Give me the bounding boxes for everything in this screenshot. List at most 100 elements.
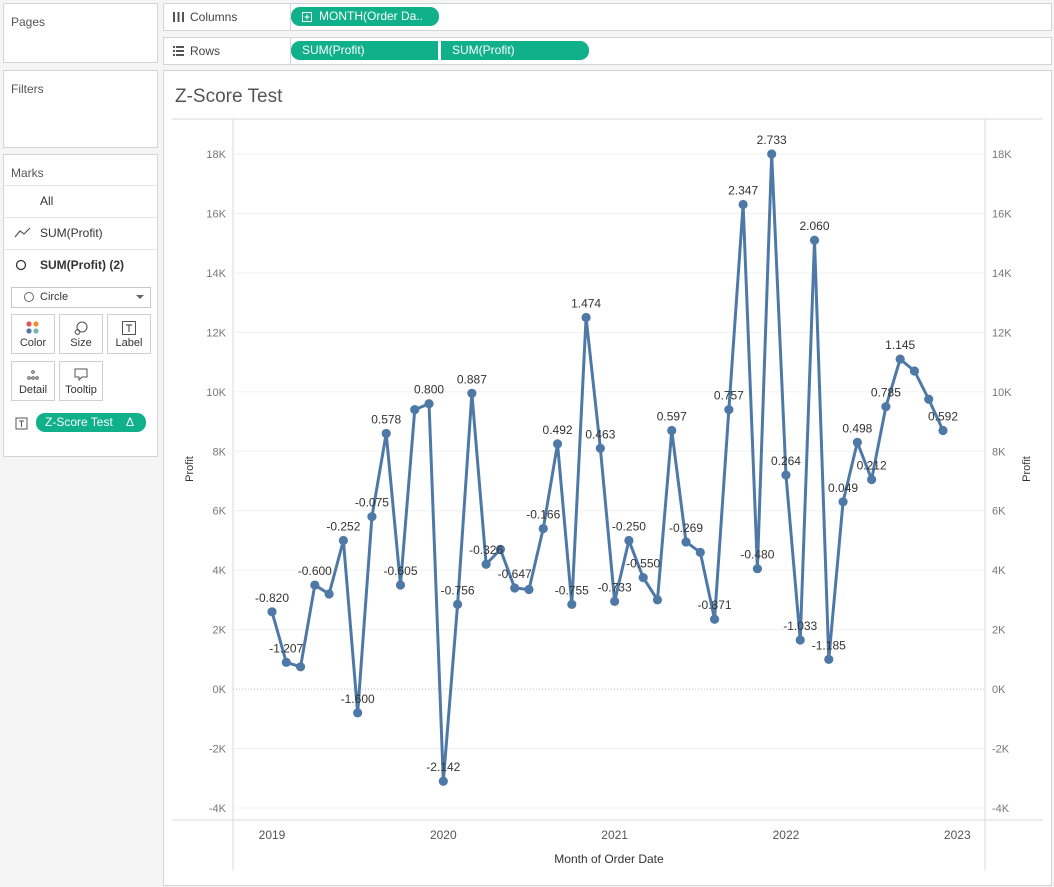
- columns-shelf[interactable]: Columns MONTH(Order Da..: [163, 3, 1052, 31]
- zscore-label: -0.871: [698, 598, 732, 612]
- chart-canvas[interactable]: 18K 18K 16K 16K 14K 14K 12K 12K 10K 10K 8K 8K 6K 6K 4K…: [164, 71, 1051, 885]
- data-point: [281, 657, 291, 667]
- data-point: [595, 443, 605, 453]
- zscore-field-pill[interactable]: Z-Score Test Δ: [36, 413, 146, 432]
- data-point: [709, 614, 720, 624]
- marks-layer1-label: SUM(Profit): [40, 226, 103, 240]
- marks-layer1-tab[interactable]: SUM(Profit): [4, 217, 157, 249]
- rows-pill2-label: SUM(Profit): [452, 43, 515, 57]
- detail-card[interactable]: Detail: [11, 361, 55, 401]
- text-label-icon: [122, 321, 136, 335]
- month-order-date-pill[interactable]: MONTH(Order Da..: [291, 7, 439, 26]
- filters-shelf[interactable]: Filters: [3, 70, 158, 148]
- y-tick-left: 4K: [213, 565, 227, 577]
- y-tick-left: 6K: [213, 506, 227, 518]
- data-point: [367, 512, 377, 522]
- marks-layer2-tab[interactable]: SUM(Profit) (2): [4, 249, 157, 281]
- y-tick-left: 12K: [206, 327, 226, 339]
- data-point: [381, 428, 391, 439]
- data-point: [695, 547, 705, 557]
- columns-icon: [173, 12, 184, 22]
- data-point: [310, 580, 320, 590]
- color-icon: [26, 321, 39, 334]
- color-card[interactable]: Color: [11, 314, 55, 354]
- data-point: [852, 437, 862, 447]
- y-axis-title-left: Profit: [184, 456, 196, 482]
- pages-title: Pages: [11, 15, 46, 29]
- zscore-label: -0.755: [555, 583, 589, 597]
- marks-title: Marks: [11, 166, 44, 180]
- rows-pill1-label: SUM(Profit): [302, 43, 365, 57]
- mark-type-value: Circle: [40, 291, 69, 303]
- mark-type-dropdown[interactable]: Circle: [11, 287, 151, 308]
- zscore-label: -0.820: [255, 591, 289, 605]
- zscore-label: -0.647: [498, 567, 532, 581]
- zscore-label: -1.033: [783, 619, 817, 633]
- data-point: [767, 149, 777, 159]
- tooltip-card[interactable]: Tooltip: [59, 361, 103, 401]
- data-point: [881, 402, 891, 412]
- zscore-label: 0.887: [457, 372, 487, 386]
- sum-profit-pill-1[interactable]: SUM(Profit): [291, 41, 438, 60]
- rows-label: Rows: [190, 44, 221, 58]
- size-card[interactable]: Size: [59, 314, 103, 354]
- zscore-label: 1.145: [885, 338, 915, 352]
- data-point: [267, 607, 277, 617]
- y-tick-left: 18K: [206, 149, 226, 161]
- label-card-label: Label: [115, 337, 143, 349]
- marks-all-tab[interactable]: All: [4, 185, 157, 217]
- pages-shelf[interactable]: Pages: [3, 3, 158, 63]
- size-icon: [74, 321, 88, 335]
- tooltip-icon: [74, 368, 88, 382]
- zscore-label: -0.269: [669, 521, 703, 535]
- columns-label: Columns: [190, 10, 238, 24]
- zscore-label: -0.250: [612, 519, 646, 533]
- x-tick-label: 2019: [259, 828, 286, 842]
- y-tick-left: 16K: [206, 208, 226, 220]
- data-point: [495, 544, 506, 554]
- data-point: [581, 312, 591, 323]
- y-tick-right: 10K: [992, 387, 1012, 399]
- rows-shelf[interactable]: Rows SUM(Profit) SUM(Profit): [163, 37, 1052, 65]
- data-point: [467, 388, 477, 398]
- data-point: [353, 708, 363, 718]
- marks-layer2-label: SUM(Profit) (2): [40, 258, 124, 272]
- detail-card-label: Detail: [18, 384, 48, 396]
- zscore-label: -0.733: [598, 580, 632, 594]
- marks-card: Marks All SUM(Profit) SUM(Profit) (2) Ci…: [3, 154, 158, 457]
- y-tick-left: 2K: [213, 625, 227, 637]
- zscore-label: 1.474: [571, 297, 601, 311]
- data-point: [410, 405, 420, 415]
- data-point: [524, 584, 534, 595]
- chart-title: Z-Score Test: [175, 86, 283, 107]
- data-point: [752, 564, 763, 574]
- sum-profit-pill-2[interactable]: SUM(Profit): [441, 41, 589, 60]
- zscore-label: -0.550: [626, 557, 660, 571]
- profit-line: [270, 152, 945, 783]
- circle-mark-icon: [15, 259, 27, 271]
- y-tick-right: 4K: [992, 565, 1006, 577]
- zscore-label: 0.578: [371, 412, 401, 426]
- zscore-label: -0.252: [326, 519, 360, 533]
- x-tick-label: 2021: [601, 828, 628, 842]
- y-tick-right: 0K: [992, 684, 1006, 696]
- label-card[interactable]: Label: [107, 314, 151, 354]
- zscore-label: -0.756: [441, 583, 475, 597]
- y-tick-left: 14K: [206, 268, 226, 280]
- filters-title: Filters: [11, 82, 44, 96]
- data-point: [424, 399, 434, 409]
- x-tick-label: 2023: [944, 828, 971, 842]
- data-point: [338, 535, 348, 546]
- zscore-label: -0.600: [298, 564, 332, 578]
- data-point: [652, 595, 663, 605]
- data-point: [295, 662, 306, 672]
- y-tick-left: 8K: [213, 446, 227, 458]
- zscore-label: 0.492: [543, 423, 573, 437]
- y-tick-right: 6K: [992, 506, 1006, 518]
- y-tick-right: 14K: [992, 268, 1012, 280]
- zscore-label: 0.463: [585, 427, 615, 441]
- y-tick-left: 10K: [206, 387, 226, 399]
- data-point: [638, 573, 648, 583]
- data-point: [809, 235, 820, 245]
- expand-icon: [302, 12, 312, 22]
